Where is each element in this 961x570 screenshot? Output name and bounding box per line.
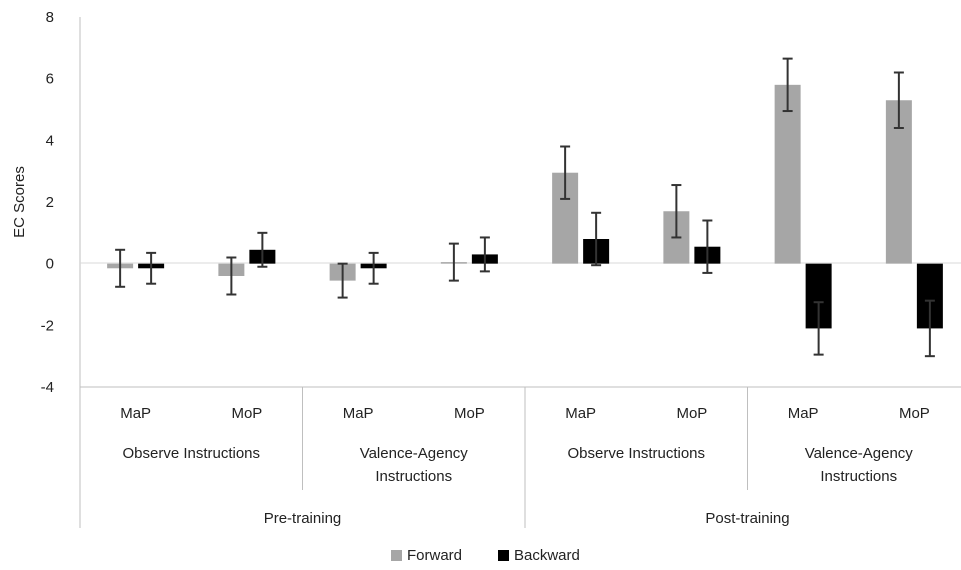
category-label: MoP <box>454 405 485 422</box>
y-tick-label: 4 <box>46 132 54 149</box>
x-axis: MaP MoP MaP MoP MaP MoP MaP MoP Observe Instruct… <box>79 386 961 528</box>
phase-label: Pre-training <box>264 510 342 527</box>
category-label: MoP <box>676 405 707 422</box>
y-axis-label: EC Scores <box>11 166 28 238</box>
category-label: MoP <box>899 405 930 422</box>
group-label: Valence-Agency <box>805 445 914 462</box>
legend-label-forward: Forward <box>407 547 462 564</box>
y-tick-label: 8 <box>46 9 54 26</box>
y-tick-label: -2 <box>41 317 54 334</box>
bars <box>107 57 943 358</box>
phase-label: Post-training <box>705 510 789 527</box>
category-label: MaP <box>788 405 819 422</box>
y-tick-label: 2 <box>46 194 54 211</box>
group-label: Valence-Agency <box>360 445 469 462</box>
group-label: Instructions <box>375 468 452 485</box>
y-tick-label: -4 <box>41 379 54 396</box>
y-axis: 8 6 4 2 0 -2 -4 EC Scores <box>11 9 81 396</box>
legend-label-backward: Backward <box>514 547 580 564</box>
legend-swatch-backward <box>498 550 509 561</box>
category-label: MaP <box>565 405 596 422</box>
bar-forward <box>774 84 801 264</box>
legend: Forward Backward <box>391 547 580 564</box>
group-label: Observe Instructions <box>567 445 705 462</box>
category-label: MaP <box>120 405 151 422</box>
legend-swatch-forward <box>391 550 402 561</box>
group-label: Instructions <box>820 468 897 485</box>
category-label: MoP <box>231 405 262 422</box>
group-label: Observe Instructions <box>122 445 260 462</box>
y-tick-labels: 8 6 4 2 0 -2 -4 <box>41 9 54 396</box>
y-tick-label: 6 <box>46 71 54 88</box>
category-label: MaP <box>343 405 374 422</box>
y-tick-label: 0 <box>46 256 54 273</box>
